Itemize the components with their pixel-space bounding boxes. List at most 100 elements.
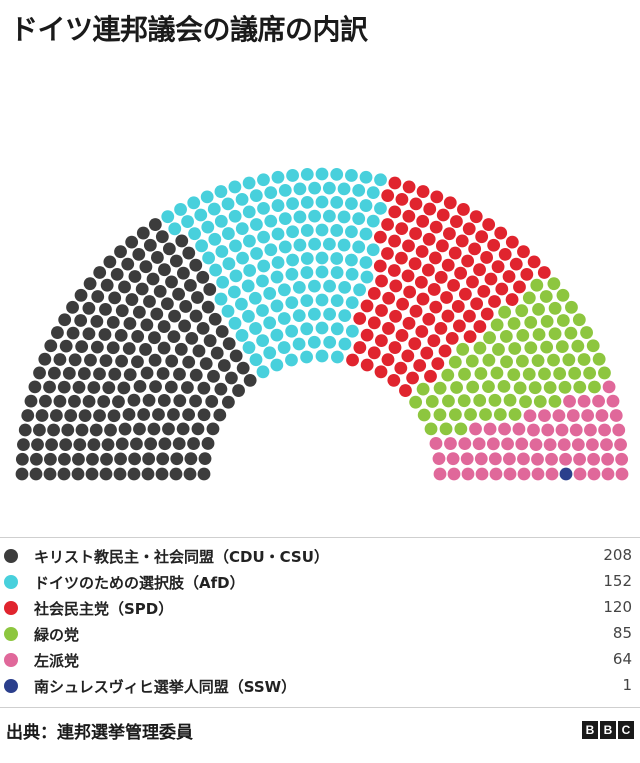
seat-4: [587, 452, 600, 466]
seat-3: [465, 354, 479, 368]
seat-0: [150, 251, 164, 264]
seat-1: [242, 341, 256, 354]
seat-1: [286, 169, 299, 182]
seat-0: [165, 354, 179, 368]
seat-3: [531, 354, 545, 368]
seat-5: [559, 467, 573, 481]
seat-0: [137, 408, 151, 421]
seat-2: [459, 287, 472, 301]
seat-0: [93, 409, 106, 423]
seat-0: [147, 422, 161, 436]
seat-2: [401, 269, 415, 283]
seat-3: [409, 395, 423, 409]
seat-4: [577, 394, 591, 408]
seat-0: [229, 349, 243, 363]
legend-value-spd: 120: [603, 598, 632, 616]
seat-2: [389, 309, 402, 323]
seat-2: [434, 321, 448, 335]
seat-1: [278, 212, 292, 226]
seat-0: [90, 314, 104, 328]
seat-4: [601, 452, 615, 466]
seat-0: [47, 423, 60, 437]
seat-2: [491, 260, 505, 274]
seat-0: [98, 328, 112, 341]
seat-2: [402, 180, 416, 194]
seat-1: [359, 227, 373, 241]
legend-swatch-ssw: [4, 679, 18, 693]
legend-item-afd: ドイツのための選択肢（AfD） 152: [0, 569, 640, 595]
seat-3: [500, 355, 513, 369]
seat-2: [381, 353, 395, 367]
seat-1: [214, 185, 228, 198]
seat-1: [366, 214, 380, 228]
seat-0: [207, 369, 220, 383]
seat-2: [422, 232, 436, 246]
seat-1: [323, 307, 337, 321]
seat-4: [446, 452, 460, 466]
seat-3: [507, 317, 521, 330]
seat-2: [374, 365, 388, 379]
seat-0: [136, 226, 150, 240]
seat-1: [222, 227, 235, 240]
seat-2: [457, 203, 470, 216]
seat-3: [450, 381, 463, 394]
seat-4: [461, 467, 475, 481]
seat-4: [474, 452, 488, 466]
seat-2: [382, 322, 395, 335]
seat-2: [462, 222, 476, 236]
seat-3: [515, 304, 529, 318]
bbc-logo-letter-3: C: [618, 721, 634, 739]
seat-4: [581, 409, 595, 422]
seat-4: [502, 452, 516, 466]
seat-0: [141, 467, 155, 481]
seat-0: [45, 438, 58, 451]
seat-1: [202, 251, 216, 265]
seat-3: [490, 366, 504, 380]
seat-0: [185, 332, 199, 345]
seat-1: [278, 183, 292, 197]
seat-0: [131, 330, 145, 343]
seat-1: [308, 237, 322, 251]
seat-4: [614, 438, 627, 451]
seat-0: [168, 309, 181, 323]
seat-3: [558, 380, 572, 394]
legend-item-spd: 社会民主党（SPD） 120: [0, 595, 640, 621]
bbc-logo-letter-1: B: [582, 721, 598, 739]
seat-0: [203, 283, 217, 296]
seat-0: [148, 353, 162, 367]
seat-3: [580, 326, 593, 339]
seat-1: [285, 267, 299, 281]
seat-0: [103, 255, 117, 269]
seat-0: [59, 438, 73, 451]
seat-0: [66, 300, 79, 314]
seat-2: [447, 278, 460, 292]
legend-item-cdu-csu: キリスト教民主・社会同盟（CDU・CSU） 208: [0, 543, 640, 569]
seat-0: [100, 278, 114, 292]
seat-1: [307, 335, 321, 349]
seat-1: [315, 251, 329, 265]
seat-2: [402, 209, 416, 223]
seat-2: [436, 239, 449, 253]
seat-1: [256, 334, 270, 348]
seat-1: [352, 240, 366, 254]
seat-1: [221, 197, 235, 211]
seat-1: [345, 197, 358, 210]
seat-3: [548, 395, 562, 408]
seat-0: [82, 327, 96, 341]
seat-0: [114, 452, 127, 466]
seat-3: [503, 393, 517, 407]
seat-0: [68, 353, 82, 367]
seat-1: [235, 297, 248, 311]
seat-2: [451, 300, 465, 313]
seat-1: [315, 195, 329, 209]
seat-1: [249, 189, 263, 203]
seat-3: [598, 366, 611, 380]
legend-value-ssw: 1: [622, 676, 632, 694]
seat-0: [158, 263, 171, 277]
seat-2: [527, 255, 541, 269]
seat-2: [443, 227, 456, 241]
seat-4: [460, 452, 474, 466]
seat-1: [315, 223, 329, 237]
seat-0: [236, 361, 250, 375]
seat-1: [242, 309, 255, 323]
